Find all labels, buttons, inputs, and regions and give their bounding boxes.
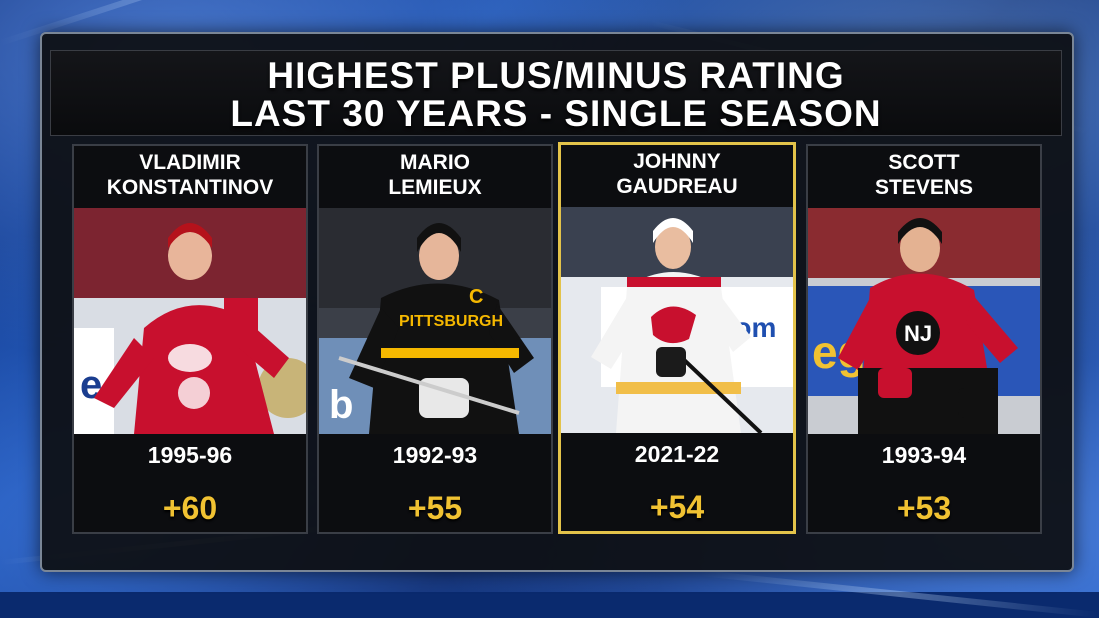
plus-minus-value: +53 [896, 490, 952, 526]
player-photo: eg NJ [808, 208, 1040, 434]
player-card-konstantinov: VLADIMIR KONSTANTINOV e 1995-96 +60 [72, 144, 308, 534]
season-label: 1995-96 [147, 442, 233, 468]
plus-minus-value: +54 [649, 489, 705, 525]
plus-minus-value: +55 [407, 490, 463, 526]
svg-text:b: b [329, 383, 353, 427]
title-line-2: LAST 30 YEARS - SINGLE SEASON [230, 93, 882, 134]
season-label: 1993-94 [881, 442, 967, 468]
player-first-name: JOHNNY [633, 150, 721, 173]
title-line-1: HIGHEST PLUS/MINUS RATING [267, 55, 845, 96]
svg-text:PITTSBURGH: PITTSBURGH [399, 313, 503, 330]
plus-minus-value: +60 [162, 490, 218, 526]
title-banner: HIGHEST PLUS/MINUS RATING LAST 30 YEARS … [50, 50, 1062, 136]
player-first-name: MARIO [400, 151, 470, 174]
season-label: 1992-93 [392, 442, 478, 468]
player-first-name: VLADIMIR [139, 151, 241, 174]
graphic-panel: HIGHEST PLUS/MINUS RATING LAST 30 YEARS … [40, 32, 1074, 572]
player-card-lemieux: MARIO LEMIEUX b PITTSBURGH C 1992-93 [317, 144, 553, 534]
season-label: 2021-22 [634, 441, 720, 467]
player-last-name: GAUDREAU [616, 175, 738, 198]
player-name: VLADIMIR KONSTANTINOV [74, 150, 306, 200]
player-card-gaudreau: JOHNNY GAUDREAU .com 2021-22 +54 [558, 142, 796, 534]
player-card-stevens: SCOTT STEVENS eg NJ 1993-94 +53 [806, 144, 1042, 534]
player-photo: .com [561, 207, 793, 433]
player-name: SCOTT STEVENS [808, 150, 1040, 200]
svg-text:C: C [469, 286, 483, 308]
player-name: JOHNNY GAUDREAU [561, 149, 793, 199]
player-last-name: LEMIEUX [388, 176, 482, 199]
player-name: MARIO LEMIEUX [319, 150, 551, 200]
player-photo: b PITTSBURGH C [319, 208, 551, 434]
player-last-name: KONSTANTINOV [106, 176, 274, 199]
player-last-name: STEVENS [874, 176, 974, 199]
player-photo: e [74, 208, 306, 434]
svg-text:NJ: NJ [904, 321, 932, 346]
player-first-name: SCOTT [888, 151, 960, 174]
